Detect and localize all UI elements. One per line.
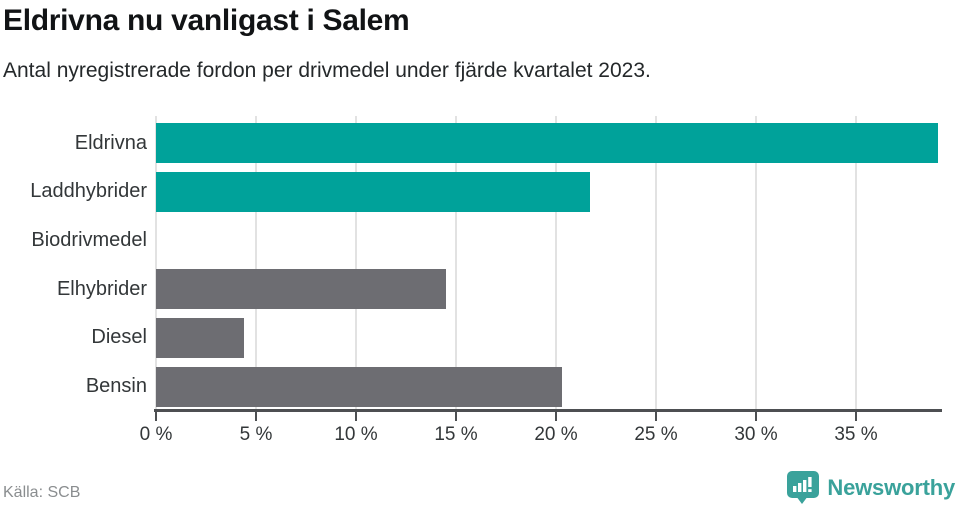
- category-label-elhybrider: Elhybrider: [56, 277, 147, 300]
- bar-bensin: [156, 366, 562, 407]
- gridline-30: [755, 116, 757, 409]
- x-axis-line: [154, 409, 942, 412]
- newsworthy-logo[interactable]: Newsworthy: [786, 470, 955, 505]
- gridline-20: [555, 116, 557, 409]
- axis-tick-20: [555, 412, 557, 421]
- axis-tick-label-25: 25 %: [634, 424, 678, 445]
- gridline-5: [255, 116, 257, 409]
- gridline-15: [455, 116, 457, 409]
- axis-tick-15: [455, 412, 457, 421]
- category-label-laddhybrider: Laddhybrider: [30, 180, 147, 203]
- axis-tick-label-20: 20 %: [534, 424, 578, 445]
- axis-tick-25: [655, 412, 657, 421]
- axis-tick-0: [155, 412, 157, 421]
- gridline-10: [355, 116, 357, 409]
- bar-eldrivna: [156, 123, 938, 164]
- newsworthy-icon: [787, 471, 820, 504]
- gridline-35: [855, 116, 857, 409]
- axis-tick-10: [355, 412, 357, 421]
- bar-chart: 0 % 5 % 10 % 15 % 20 % 25 % 30 % 35 % Eldrivna La…: [30, 116, 942, 445]
- bar-diesel: [156, 318, 244, 358]
- axis-tick-label-30: 30 %: [734, 424, 778, 445]
- source-note: Källa: SCB: [3, 484, 81, 501]
- axis-tick-label-15: 15 %: [434, 424, 478, 445]
- gridline-25: [655, 116, 657, 409]
- axis-tick-35: [855, 412, 857, 421]
- axis-tick-label-0: 0 %: [139, 424, 173, 445]
- category-label-biodrivmedel: Biodrivmedel: [31, 229, 147, 252]
- bar-laddhybrider: [156, 172, 590, 212]
- axis-tick-5: [255, 412, 257, 421]
- category-label-diesel: Diesel: [91, 326, 147, 349]
- newsworthy-wordmark: Newsworthy: [827, 474, 955, 500]
- axis-tick-label-10: 10 %: [334, 424, 378, 445]
- bar-elhybrider: [156, 269, 446, 310]
- gridline-0: [155, 116, 157, 409]
- axis-tick-label-35: 35 %: [834, 424, 878, 445]
- axis-tick-label-5: 5 %: [239, 424, 273, 445]
- chart-subtitle: Antal nyregistrerade fordon per drivmede…: [3, 59, 651, 82]
- category-label-bensin: Bensin: [85, 375, 147, 398]
- chart-title: Eldrivna nu vanligast i Salem: [3, 4, 410, 37]
- category-label-eldrivna: Eldrivna: [74, 131, 147, 154]
- axis-tick-30: [755, 412, 757, 421]
